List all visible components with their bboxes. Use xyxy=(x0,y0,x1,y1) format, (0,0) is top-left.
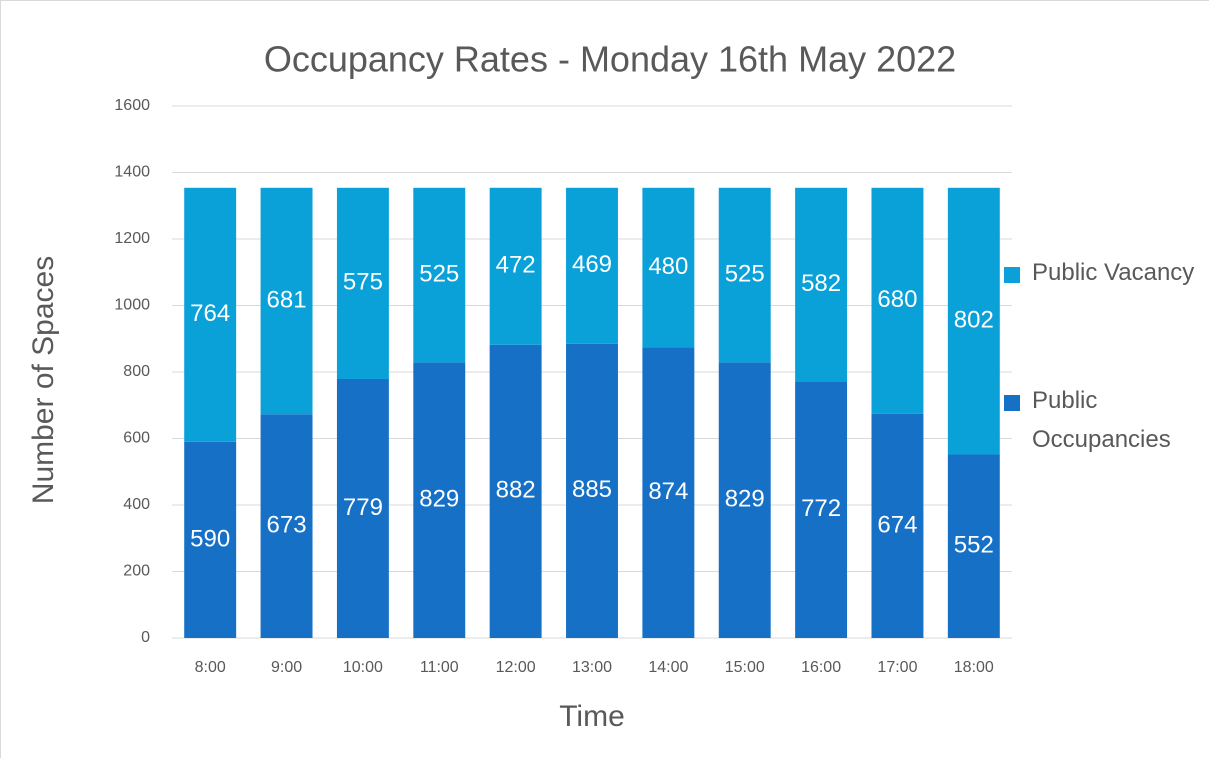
y-tick-label: 1000 xyxy=(114,297,150,314)
data-label: 885 xyxy=(572,476,612,503)
x-tick-label: 12:00 xyxy=(496,659,536,676)
data-label: 829 xyxy=(725,486,765,513)
y-tick-label: 1400 xyxy=(114,164,150,181)
y-axis-label: Number of Spaces xyxy=(27,256,60,504)
legend-label: Public Occupancies xyxy=(1032,387,1171,453)
data-label: 590 xyxy=(190,525,230,552)
data-label: 575 xyxy=(343,269,383,296)
data-label: 681 xyxy=(267,286,307,313)
data-label: 469 xyxy=(572,251,612,278)
bar-segment xyxy=(642,347,695,638)
y-tick-label: 1200 xyxy=(114,230,150,247)
data-label: 874 xyxy=(648,478,688,505)
legend-swatch xyxy=(1004,267,1020,283)
bar-segment xyxy=(413,187,466,363)
legend-label: Public Vacancy xyxy=(1032,259,1195,286)
bar-segment xyxy=(795,381,848,638)
bar-segment xyxy=(642,187,695,348)
bar-segment xyxy=(336,187,389,379)
x-tick-label: 11:00 xyxy=(420,659,459,676)
y-tick-label: 600 xyxy=(123,430,150,447)
bar-segment xyxy=(184,187,237,442)
data-label: 882 xyxy=(496,477,536,504)
data-label: 525 xyxy=(419,260,459,287)
bar-segment xyxy=(718,362,771,638)
bar-segment xyxy=(871,413,924,638)
legend-swatch xyxy=(1004,395,1020,411)
x-tick-label: 14:00 xyxy=(648,659,688,676)
bar-segment xyxy=(566,343,618,638)
x-tick-label: 15:00 xyxy=(725,659,765,676)
bar-segment xyxy=(947,187,1000,455)
x-axis-label: Time xyxy=(559,700,625,733)
bar-segment xyxy=(871,187,924,414)
x-tick-label: 13:00 xyxy=(572,659,612,676)
y-tick-label: 200 xyxy=(123,563,150,580)
x-tick-label: 9:00 xyxy=(271,659,302,676)
data-label: 552 xyxy=(954,532,994,559)
x-tick-label: 18:00 xyxy=(954,659,994,676)
data-label: 829 xyxy=(419,486,459,513)
bar-segment xyxy=(718,187,771,363)
data-label: 680 xyxy=(877,286,917,313)
bar-segment xyxy=(336,378,389,638)
bar-segment xyxy=(260,187,313,415)
chart-title: Occupancy Rates - Monday 16th May 2022 xyxy=(264,39,956,80)
y-tick-label: 0 xyxy=(141,629,150,646)
x-tick-label: 17:00 xyxy=(877,659,917,676)
data-label: 674 xyxy=(877,511,917,538)
y-tick-label: 400 xyxy=(123,496,150,513)
data-label: 673 xyxy=(267,511,307,538)
data-label: 779 xyxy=(343,494,383,521)
bar-segment xyxy=(413,362,466,638)
y-tick-label: 1600 xyxy=(114,97,150,114)
data-label: 480 xyxy=(648,253,688,280)
bar-segment xyxy=(489,344,542,638)
data-label: 802 xyxy=(954,306,994,333)
bar-segment xyxy=(489,187,542,345)
bar-segment xyxy=(566,187,618,344)
y-tick-label: 800 xyxy=(123,363,150,380)
data-label: 525 xyxy=(725,260,765,287)
bar-segment xyxy=(795,187,848,382)
data-label: 582 xyxy=(801,270,841,297)
data-label: 772 xyxy=(801,495,841,522)
bar-segment xyxy=(260,414,313,638)
x-tick-label: 8:00 xyxy=(195,659,226,676)
x-tick-label: 16:00 xyxy=(801,659,841,676)
bar-segment xyxy=(947,454,1000,638)
x-tick-label: 10:00 xyxy=(343,659,383,676)
data-label: 764 xyxy=(190,300,230,327)
bar-segment xyxy=(184,441,237,638)
data-label: 472 xyxy=(496,252,536,279)
